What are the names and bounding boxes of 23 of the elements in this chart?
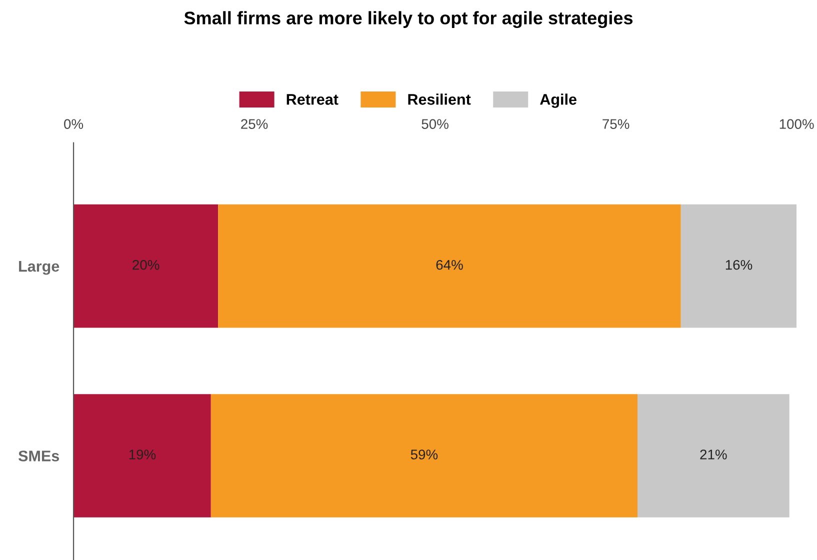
- chart-title: Small firms are more likely to opt for agile strategies: [184, 11, 633, 28]
- bar: [218, 204, 681, 328]
- data-label: 16%: [726, 260, 752, 270]
- bar: [74, 204, 218, 328]
- y-tick-label: Large: [19, 261, 60, 275]
- x-tick-label: 75%: [602, 119, 630, 129]
- data-label: 64%: [436, 260, 463, 270]
- data-label: 19%: [129, 450, 156, 460]
- x-tick-label: 100%: [780, 119, 814, 129]
- x-tick-label: 0%: [64, 119, 84, 129]
- y-tick-label: SMEs: [18, 450, 60, 462]
- legend-label: Agile: [540, 94, 576, 108]
- legend-label: Retreat: [286, 94, 338, 105]
- x-tick-label: 25%: [241, 119, 268, 129]
- bar: [680, 204, 797, 328]
- x-tick-label: 50%: [422, 119, 448, 129]
- data-label: 59%: [410, 450, 438, 460]
- data-label: 21%: [700, 450, 727, 460]
- bar: [74, 394, 211, 518]
- bar: [210, 394, 638, 518]
- bar: [638, 394, 790, 518]
- data-label: 20%: [132, 260, 160, 270]
- legend-label: Resilient: [408, 94, 471, 105]
